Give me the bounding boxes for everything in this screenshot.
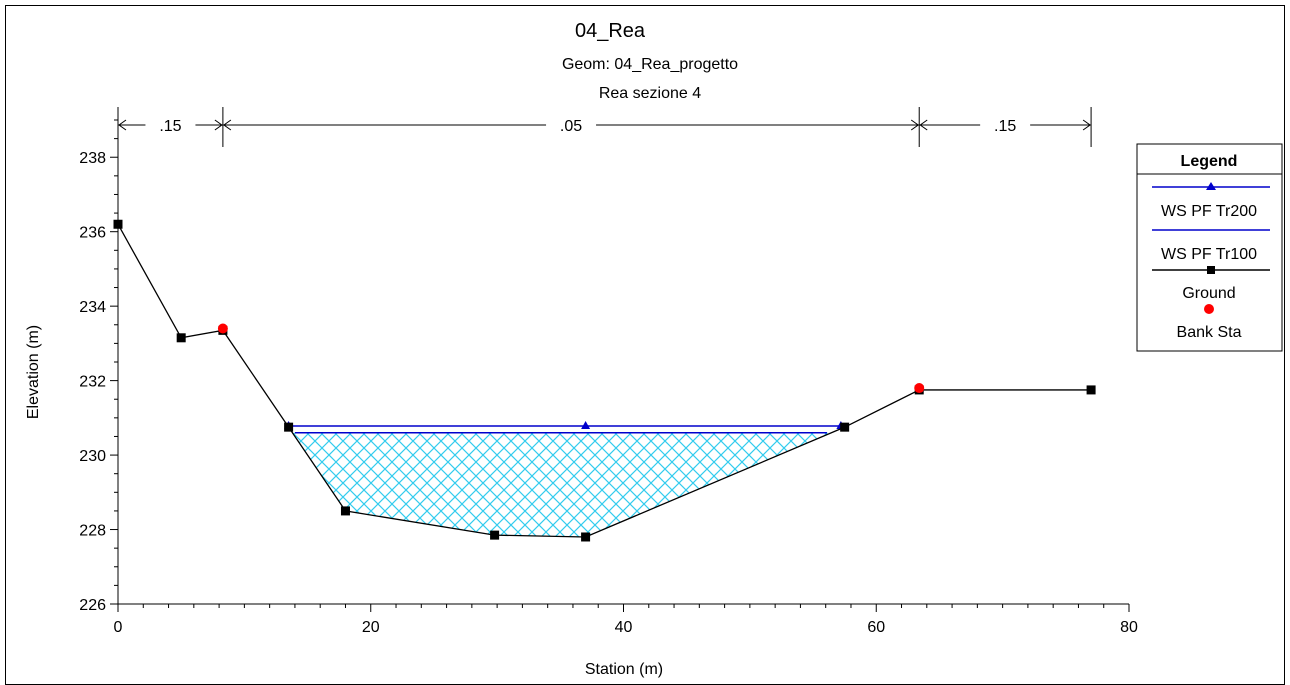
manning-value: .15 bbox=[159, 118, 181, 135]
legend-entry-ws-tr100: WS PF Tr100 bbox=[1161, 246, 1257, 263]
legend-circle-icon bbox=[1204, 304, 1214, 314]
water-hatch bbox=[292, 432, 832, 537]
y-tick-label: 236 bbox=[79, 225, 106, 242]
x-axis-label: Station (m) bbox=[585, 661, 663, 678]
manning-arrowhead bbox=[919, 119, 928, 131]
manning-arrowhead bbox=[1082, 119, 1091, 131]
section-label: Rea sezione 4 bbox=[599, 85, 701, 102]
ground-point bbox=[490, 530, 500, 540]
x-tick-label: 60 bbox=[867, 619, 885, 636]
bank-station-marker bbox=[914, 383, 925, 394]
y-tick-label: 228 bbox=[79, 523, 106, 540]
x-tick-label: 40 bbox=[615, 619, 633, 636]
water-fill-area bbox=[292, 432, 832, 537]
bank-station-marker bbox=[217, 323, 228, 334]
ground-point bbox=[581, 532, 591, 542]
manning-arrowhead bbox=[223, 119, 232, 131]
y-tick-label: 232 bbox=[79, 374, 106, 391]
manning-values: .15 .05 .15 bbox=[117, 107, 1092, 147]
y-tick-label: 226 bbox=[79, 597, 106, 614]
ground-point bbox=[340, 506, 350, 516]
ground-line bbox=[117, 223, 1092, 538]
y-tick-label: 234 bbox=[79, 299, 106, 316]
series-layer bbox=[113, 219, 1096, 542]
manning-arrowhead bbox=[214, 119, 223, 131]
y-tick-label: 230 bbox=[79, 448, 106, 465]
legend: Legend WS PF Tr200 WS PF Tr100 Ground Ba… bbox=[1136, 143, 1283, 352]
x-tick-label: 20 bbox=[362, 619, 380, 636]
ground-point bbox=[113, 219, 123, 229]
ground-point bbox=[176, 333, 186, 343]
manning-arrowhead bbox=[118, 119, 127, 131]
manning-value: .15 bbox=[994, 118, 1016, 135]
legend-square-icon bbox=[1207, 266, 1215, 274]
chart-title: 04_Rea bbox=[575, 20, 646, 42]
y-axis-label: Elevation (m) bbox=[25, 325, 42, 419]
x-tick-label: 80 bbox=[1120, 619, 1138, 636]
legend-entry-bank-sta: Bank Sta bbox=[1177, 324, 1242, 341]
ground-point bbox=[284, 422, 294, 432]
axes: 0 20 40 60 80 226 228 230 232 234 236 238 bbox=[79, 119, 1138, 636]
manning-arrowhead bbox=[910, 119, 920, 131]
legend-entry-ws-tr200: WS PF Tr200 bbox=[1161, 203, 1257, 220]
ground-point bbox=[1086, 385, 1096, 395]
legend-box bbox=[1136, 143, 1283, 352]
manning-value: .05 bbox=[560, 118, 582, 135]
chart-subtitle: Geom: 04_Rea_progetto bbox=[562, 56, 738, 73]
legend-triangle-icon bbox=[1206, 182, 1216, 190]
ws-tr200-marker bbox=[581, 421, 591, 430]
legend-title: Legend bbox=[1181, 153, 1238, 170]
legend-entry-ground: Ground bbox=[1182, 285, 1235, 302]
ground-point bbox=[840, 422, 850, 432]
y-tick-label: 238 bbox=[79, 150, 106, 167]
x-tick-label: 0 bbox=[114, 619, 123, 636]
